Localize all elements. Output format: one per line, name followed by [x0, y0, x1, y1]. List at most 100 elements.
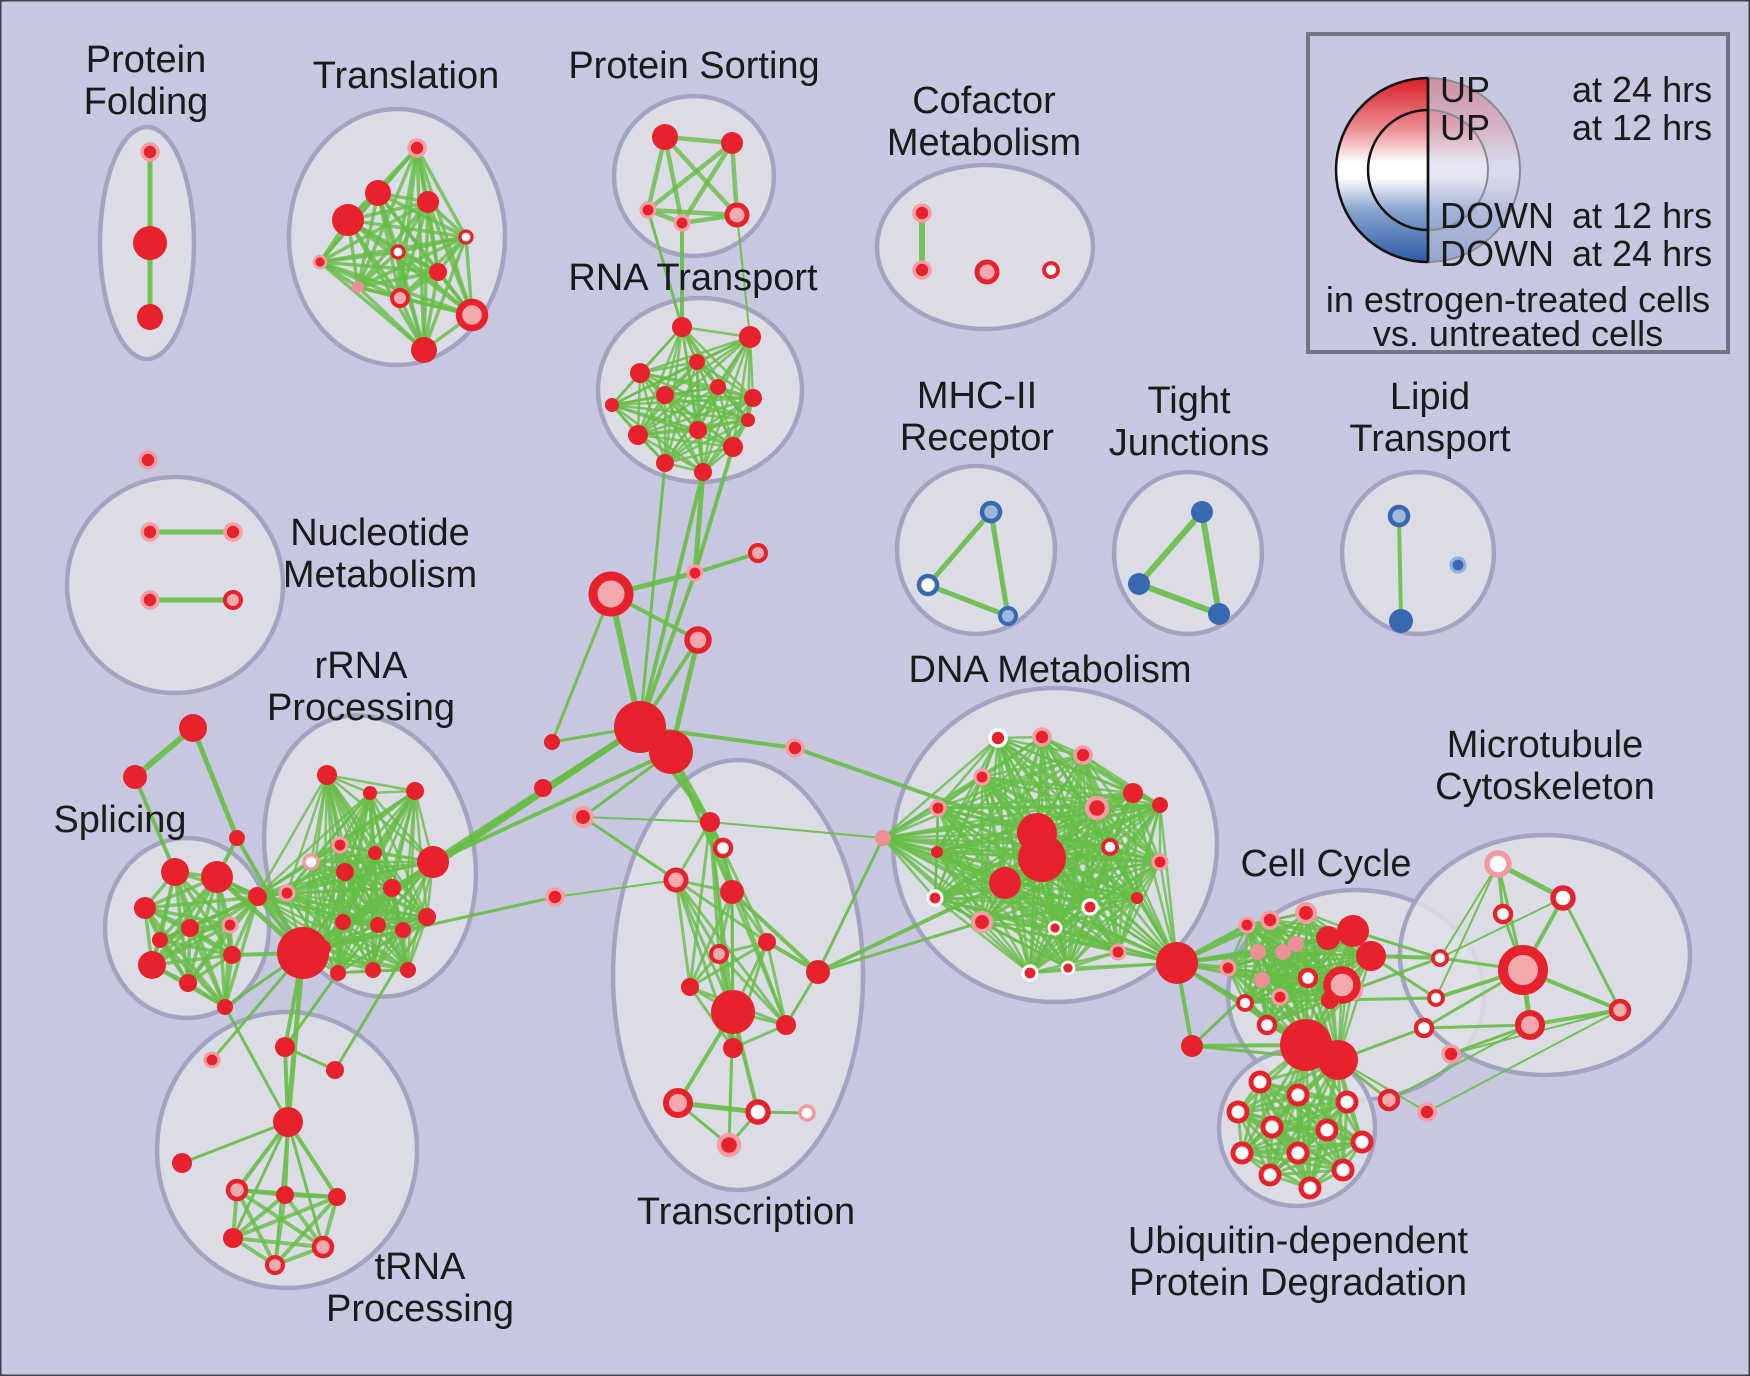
network-edge: [980, 803, 1162, 924]
cluster-mhc-ii-receptor: [894, 463, 1058, 637]
network-node: [929, 799, 947, 817]
network-node: [1047, 920, 1063, 936]
legend-down-24-time: at 24 hrs: [1572, 233, 1712, 274]
network-edge: [645, 207, 740, 218]
network-edge: [318, 260, 474, 317]
network-node: [1101, 838, 1119, 856]
cluster-label-mhc-ii-receptor: Receptor: [900, 417, 1055, 459]
network-edge: [709, 821, 884, 839]
network-node: [223, 946, 241, 964]
network-edge: [1245, 923, 1332, 1002]
network-edge: [693, 551, 760, 575]
network-node: [1286, 1141, 1310, 1165]
network-edge: [356, 200, 430, 289]
network-node: [974, 259, 1000, 285]
cluster-nucleotide-metabolism: [64, 474, 286, 696]
legend-inner-circle-right-outline: [1427, 109, 1489, 231]
network-node: [1073, 745, 1093, 765]
network-node: [716, 1132, 742, 1158]
network-edge: [1236, 1100, 1349, 1114]
network-edge: [1397, 514, 1403, 623]
network-node: [989, 867, 1021, 899]
network-edge: [674, 878, 692, 989]
network-edge: [936, 791, 1135, 810]
network-node: [1226, 1100, 1250, 1124]
cluster-label-rrna-processing: rRNA: [315, 645, 409, 687]
cluster-tight-junctions: [1111, 469, 1265, 637]
network-node: [133, 226, 167, 260]
network-edge: [610, 396, 755, 407]
network-edge: [133, 775, 177, 874]
network-edge: [188, 894, 259, 930]
network-node: [739, 326, 761, 348]
network-node: [1280, 1019, 1332, 1071]
network-edge: [325, 773, 417, 793]
network-edge: [663, 418, 750, 465]
network-node: [1316, 926, 1340, 950]
cluster-label-lipid-transport: Lipid: [1390, 376, 1470, 418]
network-edge: [662, 134, 740, 218]
network-node: [656, 454, 674, 472]
network-edge: [638, 725, 797, 750]
network-edge: [610, 403, 750, 422]
network-edge: [610, 403, 735, 449]
network-edge: [688, 820, 712, 989]
network-node: [273, 1107, 303, 1137]
network-edge: [925, 582, 1011, 619]
network-node: [1271, 988, 1289, 1006]
network-node: [152, 932, 168, 948]
network-node: [709, 944, 729, 964]
network-edge: [936, 803, 1162, 810]
network-edge: [1528, 1008, 1622, 1027]
network-edge: [333, 915, 429, 1072]
cluster-label-protein-folding: Folding: [84, 81, 209, 123]
cluster-label-tight-junctions: Tight: [1147, 380, 1231, 422]
network-node: [724, 202, 750, 228]
network-node: [1356, 941, 1386, 971]
network-node: [417, 191, 439, 213]
network-edge: [1158, 803, 1179, 965]
network-node: [1084, 795, 1110, 821]
network-node: [363, 786, 377, 800]
network-edge: [426, 200, 440, 274]
network-edge: [646, 208, 684, 329]
network-node: [1335, 1090, 1359, 1114]
network-node: [400, 962, 416, 978]
network-edge: [285, 891, 380, 927]
legend-caption-line2: vs. untreated cells: [1373, 313, 1663, 354]
legend-box: [1306, 32, 1730, 354]
network-node: [161, 858, 189, 886]
network-edge: [1035, 831, 1162, 864]
network-edge: [881, 836, 937, 900]
network-edge: [231, 1193, 287, 1240]
network-edge: [273, 1195, 339, 1267]
network-edge: [980, 860, 1162, 924]
network-node: [383, 879, 401, 897]
network-node: [331, 836, 349, 854]
legend: UP at 24 hrs UP at 12 hrs DOWN at 12 hrs…: [1306, 32, 1730, 354]
cluster-cofactor-metabolism: [874, 162, 1096, 332]
network-node: [1387, 504, 1411, 528]
network-edge: [231, 1195, 339, 1240]
network-node: [1297, 967, 1319, 989]
network-edge: [1066, 950, 1120, 970]
network-node: [335, 914, 351, 930]
network-node: [630, 363, 650, 383]
network-node: [1323, 966, 1361, 1004]
network-edge: [816, 881, 1007, 974]
network-edge: [415, 146, 468, 239]
network-node: [265, 1255, 285, 1275]
network-edge: [1268, 1100, 1349, 1177]
network-node: [926, 889, 944, 907]
network-node: [1441, 1044, 1461, 1064]
network-node: [1236, 994, 1254, 1012]
cluster-label-ubiquitin-degradation: Protein Degradation: [1129, 1262, 1467, 1304]
network-node: [673, 214, 691, 232]
network-node: [312, 254, 328, 270]
network-edge: [180, 1120, 290, 1165]
network-node: [458, 229, 474, 245]
network-edge: [925, 509, 994, 588]
network-node: [1256, 1014, 1278, 1036]
network-edge: [1028, 926, 1057, 975]
